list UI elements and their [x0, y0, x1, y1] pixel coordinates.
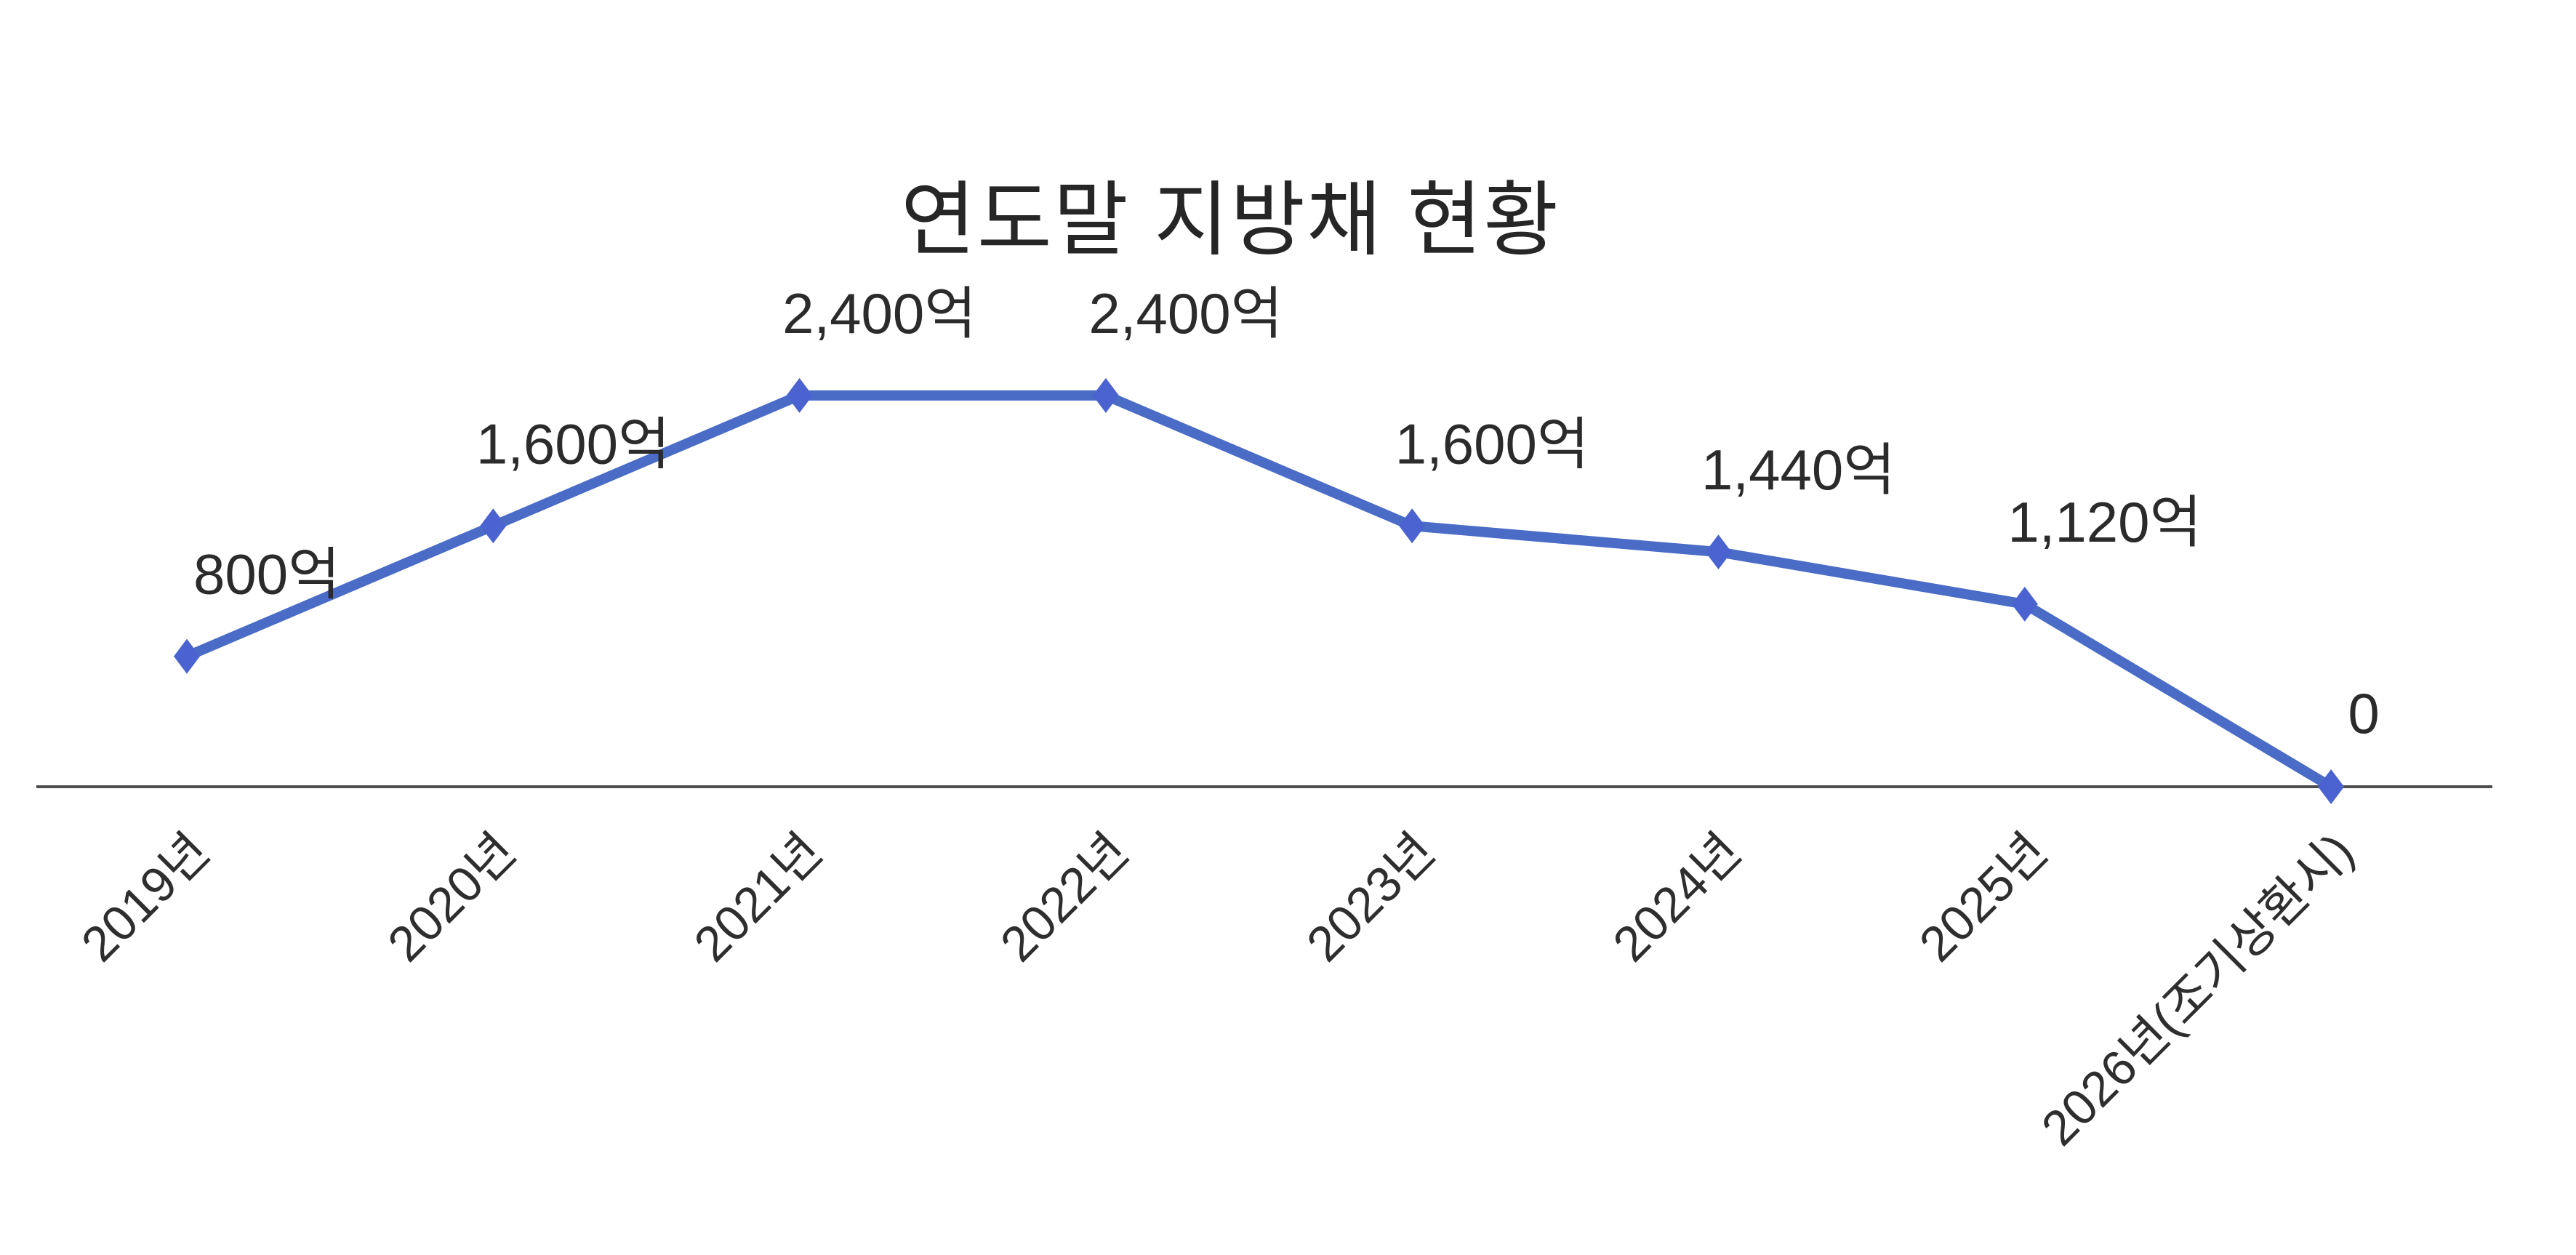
data-label: 0 — [2348, 681, 2379, 745]
data-point-marker — [2318, 769, 2345, 804]
x-axis-tick-label: 2025년 — [1909, 823, 2058, 972]
x-axis-tick-label: 2023년 — [1296, 823, 1445, 972]
x-axis-tick-label: 2026년(조기상환시) — [2031, 823, 2364, 1156]
data-point-marker — [1092, 377, 1119, 413]
data-label: 1,440억 — [1701, 438, 1895, 502]
x-axis-tick-label: 2019년 — [71, 823, 220, 972]
data-point-marker — [2011, 586, 2038, 622]
x-axis-tick-label: 2022년 — [990, 823, 1139, 972]
data-label: 2,400억 — [782, 281, 976, 345]
data-point-marker — [1705, 534, 1732, 570]
data-label: 1,120억 — [2007, 490, 2202, 554]
chart-title: 연도말 지방채 현황 — [900, 175, 1560, 265]
data-label: 800억 — [193, 542, 340, 606]
data-label: 2,400억 — [1088, 281, 1283, 345]
data-label: 1,600억 — [1395, 412, 1589, 476]
series-line — [182, 390, 2337, 792]
data-label: 1,600억 — [476, 412, 670, 476]
data-point-marker — [1399, 508, 1426, 544]
x-axis-tick-label: 2021년 — [683, 823, 832, 972]
data-point-marker — [480, 508, 507, 544]
x-axis-tick-label: 2020년 — [377, 823, 526, 972]
x-axis-tick-label: 2024년 — [1602, 823, 1752, 972]
data-point-marker — [786, 377, 813, 413]
data-point-marker — [174, 638, 200, 674]
